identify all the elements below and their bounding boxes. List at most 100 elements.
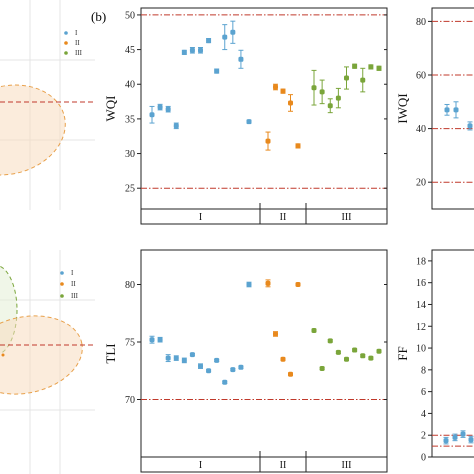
data-point <box>230 29 236 35</box>
data-point <box>206 38 212 44</box>
data-point <box>288 100 293 106</box>
plot-frame <box>140 249 388 458</box>
data-point <box>214 68 220 74</box>
y-tick-label: 6 <box>421 387 426 398</box>
data-point <box>468 437 474 443</box>
y-axis-label: FF <box>395 346 410 360</box>
y-tick-label: 80 <box>125 280 135 291</box>
data-point <box>335 95 341 101</box>
y-tick-label: 60 <box>416 71 426 82</box>
ff-panel: 0 2 4 6 8 10 12 14 16 18 FF <box>395 249 474 464</box>
data-point <box>460 431 466 437</box>
y-tick-label: 70 <box>125 395 135 406</box>
y-tick-label: 8 <box>421 365 426 376</box>
y-tick-label: 2 <box>421 431 426 442</box>
data-point <box>149 112 155 118</box>
panel-label-b: (b) <box>91 9 106 24</box>
data-point <box>149 337 155 343</box>
y-tick-label: 30 <box>125 149 135 160</box>
data-point <box>173 355 179 361</box>
data-point <box>222 379 228 385</box>
data-point <box>344 356 349 362</box>
y-axis-label: IWQI <box>395 93 410 123</box>
plot-frame <box>140 7 388 210</box>
data-point <box>222 34 228 40</box>
legend-label-ii: II <box>75 39 80 47</box>
data-point <box>230 367 236 373</box>
group-label: II <box>280 212 287 223</box>
y-tick-label: 40 <box>416 124 426 135</box>
legend-marker-i <box>60 271 64 275</box>
legend-bottom: I II III <box>60 269 79 300</box>
y-tick-label: 4 <box>421 409 426 420</box>
data-point <box>265 280 271 286</box>
data-point <box>360 77 366 83</box>
data-point <box>376 348 382 354</box>
y-axis-label: TLI <box>103 343 118 363</box>
legend-label-i: I <box>75 29 78 37</box>
data-point <box>280 356 286 362</box>
y-tick-label: 25 <box>125 184 135 195</box>
left-panel-bottom: I II III <box>0 250 95 474</box>
data-point <box>311 328 317 333</box>
y-tick-label: 35 <box>125 114 135 125</box>
legend-marker-iii <box>60 294 64 298</box>
data-point <box>165 355 171 361</box>
group-label: III <box>342 212 352 223</box>
data-point <box>288 371 293 377</box>
y-tick-label: 40 <box>125 80 135 91</box>
left-panel-top: I II III <box>0 0 95 210</box>
data-point <box>246 282 252 287</box>
data-point <box>295 282 301 287</box>
y-tick-label: 0 <box>421 453 426 464</box>
data-point <box>1 353 5 357</box>
data-point <box>344 75 349 81</box>
y-tick-label: 20 <box>416 178 426 189</box>
legend-label-i: I <box>71 269 74 277</box>
data-point <box>443 438 449 444</box>
data-point <box>181 49 187 55</box>
data-point <box>360 353 366 359</box>
data-point <box>352 63 358 69</box>
y-axis-label: WQI <box>103 96 118 122</box>
y-tick-label: 14 <box>416 300 426 311</box>
data-point <box>327 338 333 344</box>
group-strip <box>140 208 388 225</box>
data-point <box>376 65 382 71</box>
data-point <box>467 123 473 129</box>
data-point <box>165 106 171 112</box>
y-tick-label: 18 <box>416 256 426 267</box>
data-point <box>273 84 278 90</box>
data-point <box>319 89 325 95</box>
data-point <box>444 107 450 113</box>
plot-frame <box>431 7 474 210</box>
data-point <box>206 368 212 374</box>
legend-marker-ii <box>60 282 64 286</box>
legend-marker-iii <box>64 51 68 55</box>
y-tick-label: 50 <box>125 10 135 21</box>
y-tick-label: 45 <box>125 45 135 56</box>
data-point <box>157 104 163 110</box>
legend-label-iii: III <box>75 49 83 57</box>
legend-label-iii: III <box>71 292 79 300</box>
group-label: I <box>199 212 202 223</box>
y-tick-label: 75 <box>125 338 135 349</box>
group-strip <box>140 456 388 473</box>
data-point <box>273 331 278 337</box>
data-point <box>214 357 220 363</box>
data-point <box>311 85 317 91</box>
confidence-ellipse-ii <box>0 315 83 395</box>
legend-label-ii: II <box>71 280 76 288</box>
y-tick-label: 10 <box>416 344 426 355</box>
iwqi-panel: 20 40 60 80 IWQI <box>395 7 474 210</box>
data-point <box>189 47 195 53</box>
data-point <box>173 123 179 129</box>
data-point <box>453 107 459 113</box>
data-point <box>452 434 458 440</box>
data-point <box>368 64 374 70</box>
data-point <box>157 337 163 343</box>
data-point <box>198 363 203 369</box>
y-tick-label: 16 <box>416 278 426 289</box>
